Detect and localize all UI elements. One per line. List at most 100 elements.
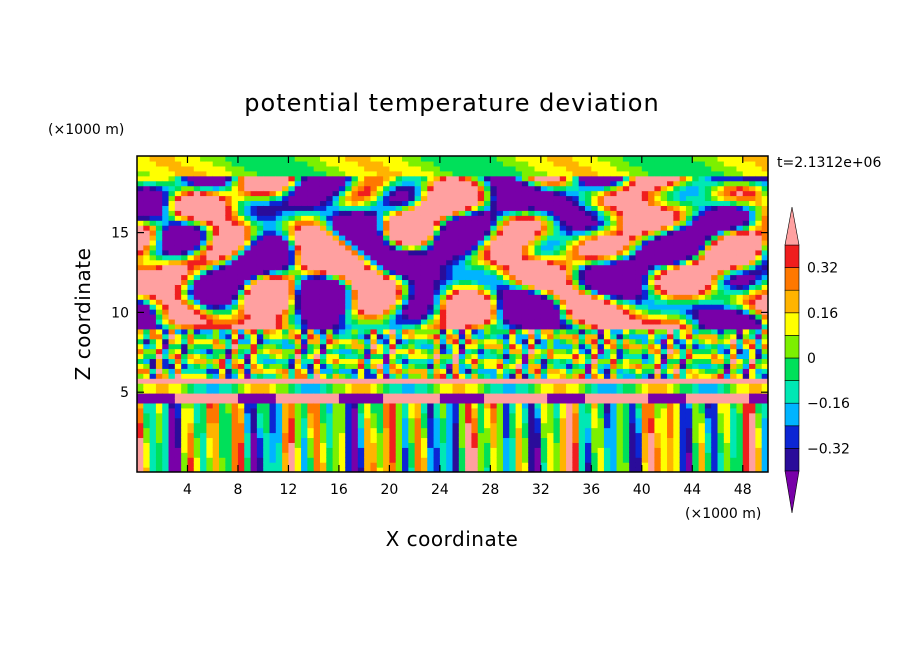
heatmap-cell (225, 407, 233, 414)
heatmap-cell (603, 388, 611, 394)
heatmap-cell (345, 170, 353, 177)
heatmap-cell (521, 368, 529, 374)
heatmap-cell (521, 422, 529, 429)
heatmap-cell (187, 457, 195, 463)
heatmap-cell (383, 249, 390, 256)
heatmap-cell (458, 215, 466, 221)
heatmap-cell (389, 205, 397, 211)
heatmap-cell (452, 279, 460, 285)
heatmap-cell (471, 402, 479, 409)
heatmap-cell (345, 427, 353, 434)
heatmap-cell (174, 373, 182, 379)
heatmap-cell (231, 230, 239, 236)
heatmap-cell (269, 160, 277, 167)
heatmap-cell (420, 358, 428, 364)
heatmap-cell (521, 205, 529, 211)
heatmap-cell (319, 205, 327, 211)
heatmap-cell (402, 412, 409, 419)
heatmap-cell (591, 378, 599, 384)
heatmap-cell (351, 235, 359, 241)
heatmap-cell (496, 358, 504, 364)
heatmap-cell (515, 175, 523, 182)
heatmap-cell (219, 442, 226, 448)
heatmap-cell (603, 294, 611, 300)
heatmap-cell (616, 343, 624, 350)
heatmap-cell (490, 200, 498, 206)
heatmap-cell (521, 437, 529, 443)
heatmap-cell (250, 412, 258, 419)
heatmap-cell (200, 333, 208, 340)
heatmap-cell (477, 165, 485, 172)
heatmap-cell (420, 170, 428, 177)
heatmap-cell (301, 427, 308, 434)
heatmap-cell (256, 442, 264, 448)
heatmap-cell (389, 210, 397, 216)
heatmap-cell (155, 180, 163, 187)
heatmap-cell (345, 239, 353, 246)
heatmap-cell (219, 393, 226, 399)
heatmap-cell (439, 225, 447, 231)
heatmap-cell (383, 402, 390, 409)
heatmap-cell (465, 378, 473, 384)
heatmap-cell (294, 402, 302, 409)
heatmap-cell (187, 432, 195, 439)
heatmap-cell (288, 304, 296, 310)
heatmap-cell (364, 220, 372, 226)
heatmap-cell (572, 323, 580, 330)
heatmap-cell (528, 200, 536, 206)
heatmap-cell (622, 225, 630, 231)
heatmap-cell (250, 190, 258, 197)
heatmap-cell (509, 338, 517, 345)
heatmap-cell (433, 279, 441, 285)
heatmap-cell (357, 358, 365, 364)
heatmap-cell (528, 279, 536, 285)
heatmap-cell (433, 368, 441, 374)
heatmap-cell (275, 314, 283, 320)
heatmap-cell (591, 180, 599, 187)
heatmap-cell (509, 412, 517, 419)
heatmap-cell (389, 259, 397, 266)
heatmap-cell (219, 338, 226, 345)
heatmap-cell (515, 447, 523, 453)
heatmap-cell (162, 165, 170, 172)
heatmap-cell (256, 175, 264, 182)
heatmap-cell (521, 175, 529, 182)
heatmap-cell (603, 160, 611, 167)
heatmap-cell (496, 462, 504, 468)
heatmap-cell (206, 407, 214, 414)
heatmap-cell (553, 378, 561, 384)
heatmap-cell (534, 284, 542, 290)
heatmap-cell (553, 289, 561, 295)
heatmap-cell (231, 264, 239, 271)
heatmap-cell (622, 304, 630, 310)
heatmap-cell (540, 442, 548, 448)
heatmap-cell (402, 437, 409, 443)
heatmap-cell (326, 338, 334, 345)
heatmap-cell (282, 378, 290, 384)
heatmap-cell (591, 230, 599, 236)
heatmap-cell (269, 348, 277, 355)
heatmap-cell (610, 294, 618, 300)
heatmap-cell (269, 417, 277, 424)
heatmap-cell (174, 397, 182, 404)
heatmap-cell (181, 230, 189, 236)
heatmap-cell (383, 427, 390, 434)
heatmap-cell (174, 274, 182, 281)
heatmap-cell (301, 314, 308, 320)
heatmap-cell (225, 299, 233, 305)
heatmap-cell (591, 160, 599, 167)
heatmap-cell (326, 249, 334, 256)
heatmap-cell (370, 284, 378, 290)
heatmap-cell (181, 462, 189, 468)
heatmap-cell (420, 309, 428, 315)
heatmap-cell (307, 304, 315, 310)
heatmap-cell (256, 457, 264, 463)
heatmap-cell (395, 239, 403, 246)
heatmap-cell (420, 299, 428, 305)
heatmap-cell (338, 402, 346, 409)
heatmap-cell (319, 160, 327, 167)
heatmap-cell (591, 333, 599, 340)
heatmap-cell (540, 314, 548, 320)
heatmap-cell (326, 358, 334, 364)
heatmap-cell (326, 190, 334, 197)
